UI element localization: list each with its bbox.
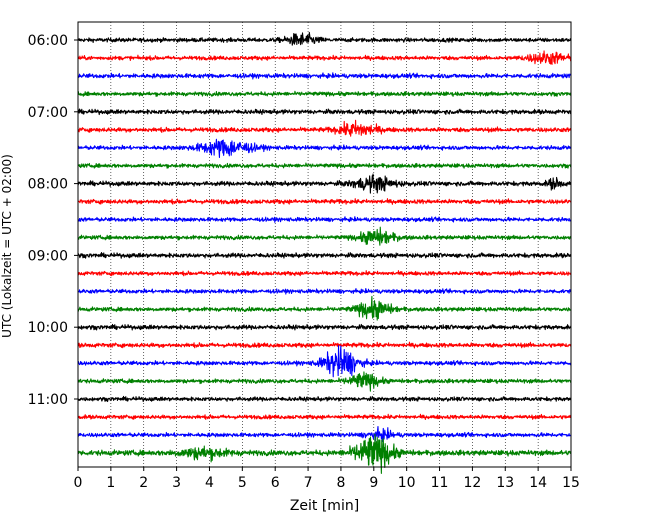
x-tick-label-13: 13 xyxy=(496,475,514,491)
trace-1030 xyxy=(77,345,572,378)
x-tick-label-3: 3 xyxy=(172,475,181,491)
trace-0745 xyxy=(77,162,572,169)
trace-0645 xyxy=(77,90,572,97)
trace-1100 xyxy=(77,395,572,403)
y-tick-label-0600: 06:00 xyxy=(28,33,68,49)
x-tick-label-0: 0 xyxy=(74,475,83,491)
x-tick-label-6: 6 xyxy=(271,475,280,491)
y-axis-label: UTC (Lokalzeit = UTC + 02:00) xyxy=(0,154,14,338)
trace-0800 xyxy=(77,173,572,194)
x-tick-label-1: 1 xyxy=(106,475,115,491)
trace-0630 xyxy=(77,72,572,80)
y-tick-label-1000: 10:00 xyxy=(28,320,68,336)
x-tick-label-7: 7 xyxy=(304,475,313,491)
y-tick-label-0700: 07:00 xyxy=(28,105,68,121)
x-tick-label-15: 15 xyxy=(562,475,580,491)
trace-0900 xyxy=(77,252,572,259)
x-tick-label-14: 14 xyxy=(529,475,547,491)
x-tick-label-10: 10 xyxy=(398,475,416,491)
x-tick-label-12: 12 xyxy=(463,475,481,491)
x-tick-label-2: 2 xyxy=(139,475,148,491)
trace-0815 xyxy=(77,198,572,205)
y-axis: 06:00 07:00 08:00 09:00 10:00 11:00 xyxy=(28,33,78,408)
x-tick-label-8: 8 xyxy=(336,475,345,491)
x-tick-label-4: 4 xyxy=(205,475,214,491)
plot-frame xyxy=(77,21,572,468)
x-tick-label-5: 5 xyxy=(238,475,247,491)
trace-1115 xyxy=(77,413,572,421)
trace-0600 xyxy=(77,31,572,46)
x-tick-label-11: 11 xyxy=(431,475,449,491)
trace-0945 xyxy=(77,295,572,321)
y-tick-label-1100: 11:00 xyxy=(28,392,68,408)
y-tick-label-0800: 08:00 xyxy=(28,177,68,193)
trace-0830 xyxy=(77,216,572,223)
trace-0915 xyxy=(77,270,572,277)
trace-0930 xyxy=(77,287,572,295)
trace-0715 xyxy=(77,119,572,137)
vertical-grid xyxy=(110,22,539,467)
trace-0730 xyxy=(77,138,572,159)
x-axis-label: Zeit [min] xyxy=(290,498,359,514)
x-tick-label-9: 9 xyxy=(369,475,378,491)
trace-0700 xyxy=(77,108,572,116)
trace-1130 xyxy=(77,425,572,443)
trace-0615 xyxy=(77,50,572,65)
trace-1015 xyxy=(77,341,572,349)
y-tick-label-0900: 09:00 xyxy=(28,248,68,264)
x-axis: 0 1 2 3 4 5 6 7 8 9 10 11 12 13 14 15 xyxy=(74,467,580,491)
trace-1000 xyxy=(77,323,572,331)
trace-layer xyxy=(77,31,572,474)
trace-1045 xyxy=(77,371,572,392)
trace-0845 xyxy=(77,226,572,246)
trace-1145 xyxy=(77,433,572,474)
